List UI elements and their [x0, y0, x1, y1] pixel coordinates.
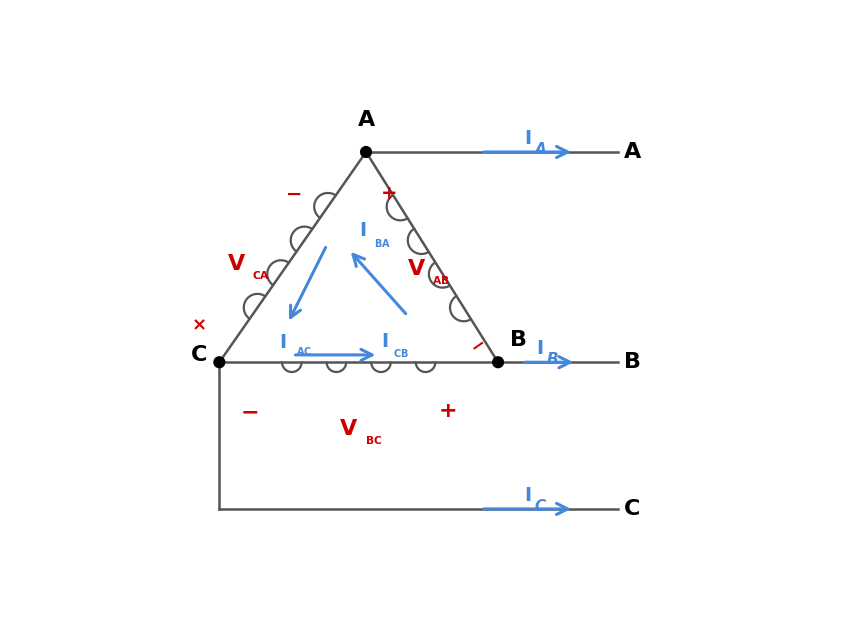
Text: $\mathbf{I}$: $\mathbf{I}$ [359, 221, 367, 240]
Text: $\mathbf{I}$: $\mathbf{I}$ [381, 332, 388, 351]
Text: C: C [191, 345, 207, 365]
Text: $\mathbf{_{AC}}$: $\mathbf{_{AC}}$ [296, 344, 312, 358]
Text: C: C [624, 499, 640, 519]
Text: $\mathbf{-}$: $\mathbf{-}$ [285, 184, 301, 203]
Text: B: B [624, 352, 641, 372]
Text: A: A [357, 110, 374, 130]
Text: A: A [624, 142, 641, 162]
Text: $\mathbf{+}$: $\mathbf{+}$ [438, 401, 456, 421]
Text: $\mathbf{I}$: $\mathbf{I}$ [524, 129, 531, 148]
Text: $\mathbf{_{CA}}$: $\mathbf{_{CA}}$ [252, 267, 271, 282]
Text: $\mathbf{+}$: $\mathbf{+}$ [380, 184, 396, 203]
Text: $\mathbf{I}$: $\mathbf{I}$ [279, 333, 287, 352]
Text: B: B [510, 330, 527, 350]
Text: $\mathbf{\times}$: $\mathbf{\times}$ [191, 317, 206, 335]
Circle shape [214, 357, 225, 368]
Text: $\mathbf{V}$: $\mathbf{V}$ [227, 255, 246, 274]
Text: $\mathbf{_{BA}}$: $\mathbf{_{BA}}$ [374, 236, 391, 250]
Text: C: C [534, 499, 546, 514]
Circle shape [361, 147, 372, 157]
Text: $\mathbf{I}$: $\mathbf{I}$ [535, 339, 543, 358]
Text: $\mathbf{V}$: $\mathbf{V}$ [340, 419, 358, 439]
Text: $\mathbf{-}$: $\mathbf{-}$ [239, 401, 258, 421]
Text: $\mathbf{_{CB}}$: $\mathbf{_{CB}}$ [393, 346, 409, 360]
Text: A: A [534, 142, 546, 157]
Text: $\mathbf{-}$: $\mathbf{-}$ [466, 335, 489, 358]
Circle shape [492, 357, 503, 368]
Text: $\mathbf{I}$: $\mathbf{I}$ [524, 486, 531, 505]
Text: $\mathbf{V}$: $\mathbf{V}$ [407, 259, 426, 279]
Text: $\mathbf{_{BC}}$: $\mathbf{_{BC}}$ [364, 432, 382, 446]
Text: $\mathbf{_{AB}}$: $\mathbf{_{AB}}$ [432, 272, 450, 286]
Text: B: B [546, 352, 558, 367]
